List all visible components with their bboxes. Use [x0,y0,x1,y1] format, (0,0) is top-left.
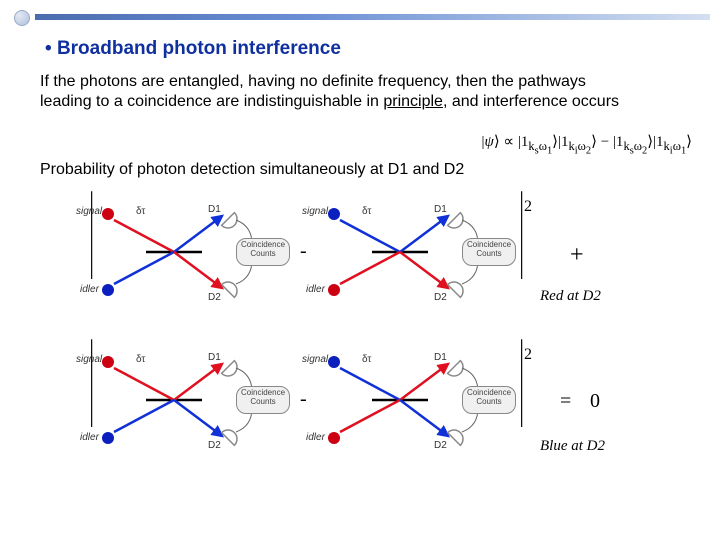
abs-bar-close-2: | [519,318,524,429]
delta-label: δτ [362,354,371,365]
coincidence-box: CoincidenceCounts [236,238,290,266]
idler-node [328,432,340,444]
zero-result: 0 [590,390,600,413]
idler-label: idler [306,432,325,443]
diagram-r1-a: signalidlerδτD1D2CoincidenceCounts [100,202,280,302]
idler-node [328,284,340,296]
exp-1: 2 [524,198,532,216]
state-formula: |ψ⟩ ∝ |1ksω1⟩|1kiω2⟩ − |1ksω2⟩|1kiω1⟩ [481,132,692,157]
d2-label: D2 [208,440,221,451]
signal-node [102,356,114,368]
para-2b: , and interference occurs [443,93,619,110]
bullet: • [45,38,52,59]
idler-label: idler [306,284,325,295]
heading-text: Broadband photon interference [57,38,341,59]
diagram-r1-b: signalidlerδτD1D2CoincidenceCounts [326,202,506,302]
signal-label: signal [76,206,102,217]
minus-op-2: - [300,388,307,411]
section-heading: • Broadband photon interference [45,38,341,60]
minus-op-1: - [300,240,307,263]
signal-label: signal [76,354,102,365]
diagram-r2-a: signalidlerδτD1D2CoincidenceCounts [100,350,280,450]
abs-bar-close-1: | [519,170,524,281]
d1-label: D1 [434,204,447,215]
d2-label: D2 [434,292,447,303]
idler-node [102,432,114,444]
signal-node [102,208,114,220]
signal-node [328,208,340,220]
signal-label: signal [302,354,328,365]
eq-op: = [560,390,571,413]
idler-node [102,284,114,296]
delta-label: δτ [362,206,371,217]
d2-label: D2 [434,440,447,451]
idler-label: idler [80,284,99,295]
row1-tag: Red at D2 [540,288,601,305]
abs-bar-open-2: | [89,318,94,429]
signal-node [328,356,340,368]
delta-label: δτ [136,206,145,217]
delta-label: δτ [136,354,145,365]
para-underlined: principle [383,93,443,110]
coincidence-box: CoincidenceCounts [462,238,516,266]
idler-label: idler [80,432,99,443]
diagram-r2-b: signalidlerδτD1D2CoincidenceCounts [326,350,506,450]
exp-2: 2 [524,346,532,364]
coincidence-box: CoincidenceCounts [462,386,516,414]
probability-line: Probability of photon detection simultan… [40,160,464,181]
signal-label: signal [302,206,328,217]
d1-label: D1 [208,352,221,363]
d1-label: D1 [208,204,221,215]
page-top-bar [35,14,710,20]
paragraph-line-1: If the photons are entangled, having no … [40,72,586,93]
plus-op: + [570,242,584,269]
abs-bar-open-1: | [89,170,94,281]
d2-label: D2 [208,292,221,303]
page-ornament [14,10,30,26]
coincidence-box: CoincidenceCounts [236,386,290,414]
para-2a: leading to a coincidence are indistingui… [40,93,383,110]
d1-label: D1 [434,352,447,363]
row2-tag: Blue at D2 [540,438,605,455]
paragraph-line-2: leading to a coincidence are indistingui… [40,92,619,113]
